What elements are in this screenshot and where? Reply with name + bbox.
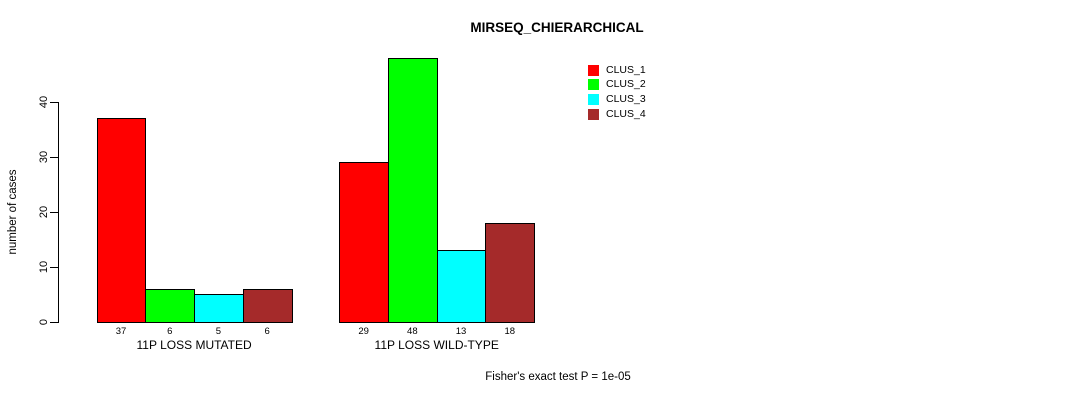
y-axis-tick: [50, 267, 58, 268]
chart-title: MIRSEQ_CHIERARCHICAL: [470, 20, 644, 35]
y-axis-line: [58, 102, 59, 323]
bar-11p-loss-mutated-clus-3: [194, 294, 244, 323]
group-label-11p-loss-wild-type: 11P LOSS WILD-TYPE: [374, 338, 499, 352]
bar-11p-loss-wild-type-clus-3: [437, 250, 486, 323]
clus-4-swatch-icon: [588, 108, 599, 120]
y-axis-tick-label: 0: [38, 318, 50, 326]
clus-3-swatch-icon: [588, 93, 599, 105]
clus-1-swatch-icon: [588, 64, 599, 76]
y-axis-tick-label: 10: [38, 260, 50, 274]
clus-2-swatch-icon: [588, 79, 599, 91]
legend-item-clus-4: CLUS_4: [588, 107, 646, 122]
legend-item-clus-1: CLUS_1: [588, 63, 646, 78]
legend-label-clus-1: CLUS_1: [606, 63, 646, 76]
y-axis-tick: [50, 157, 58, 158]
y-axis-title: number of cases: [7, 169, 19, 255]
bar-11p-loss-mutated-clus-1: [97, 118, 146, 323]
bar-value-label: 18: [504, 326, 516, 337]
bar-11p-loss-mutated-clus-2: [145, 289, 195, 323]
legend-label-clus-2: CLUS_2: [606, 78, 646, 91]
bar-11p-loss-wild-type-clus-4: [485, 223, 535, 323]
fisher-test-annotation: Fisher's exact test P = 1e-05: [485, 371, 631, 383]
bar-value-label: 29: [358, 326, 369, 337]
y-axis-tick: [50, 212, 58, 213]
bar-value-label: 6: [167, 326, 173, 337]
bar-value-label: 37: [115, 326, 127, 337]
y-axis-tick-label: 30: [38, 150, 50, 164]
legend: CLUS_1 CLUS_2 CLUS_3 CLUS_4: [588, 63, 646, 121]
group-label-11p-loss-mutated: 11P LOSS MUTATED: [136, 338, 252, 352]
bar-11p-loss-wild-type-clus-2: [388, 58, 438, 323]
y-axis-tick-label: 20: [38, 205, 50, 219]
legend-item-clus-3: CLUS_3: [588, 92, 646, 107]
legend-label-clus-3: CLUS_3: [606, 92, 646, 105]
bar-value-label: 48: [407, 326, 418, 337]
bar-value-label: 6: [264, 326, 270, 337]
bar-11p-loss-mutated-clus-4: [243, 289, 293, 323]
bar-11p-loss-wild-type-clus-1: [339, 162, 389, 323]
y-axis-tick-label: 40: [38, 95, 50, 109]
bar-value-label: 13: [455, 326, 467, 337]
bar-value-label: 5: [215, 326, 222, 337]
legend-item-clus-2: CLUS_2: [588, 78, 646, 93]
y-axis-tick: [50, 102, 58, 103]
legend-label-clus-4: CLUS_4: [606, 107, 646, 120]
y-axis-tick: [50, 322, 58, 323]
